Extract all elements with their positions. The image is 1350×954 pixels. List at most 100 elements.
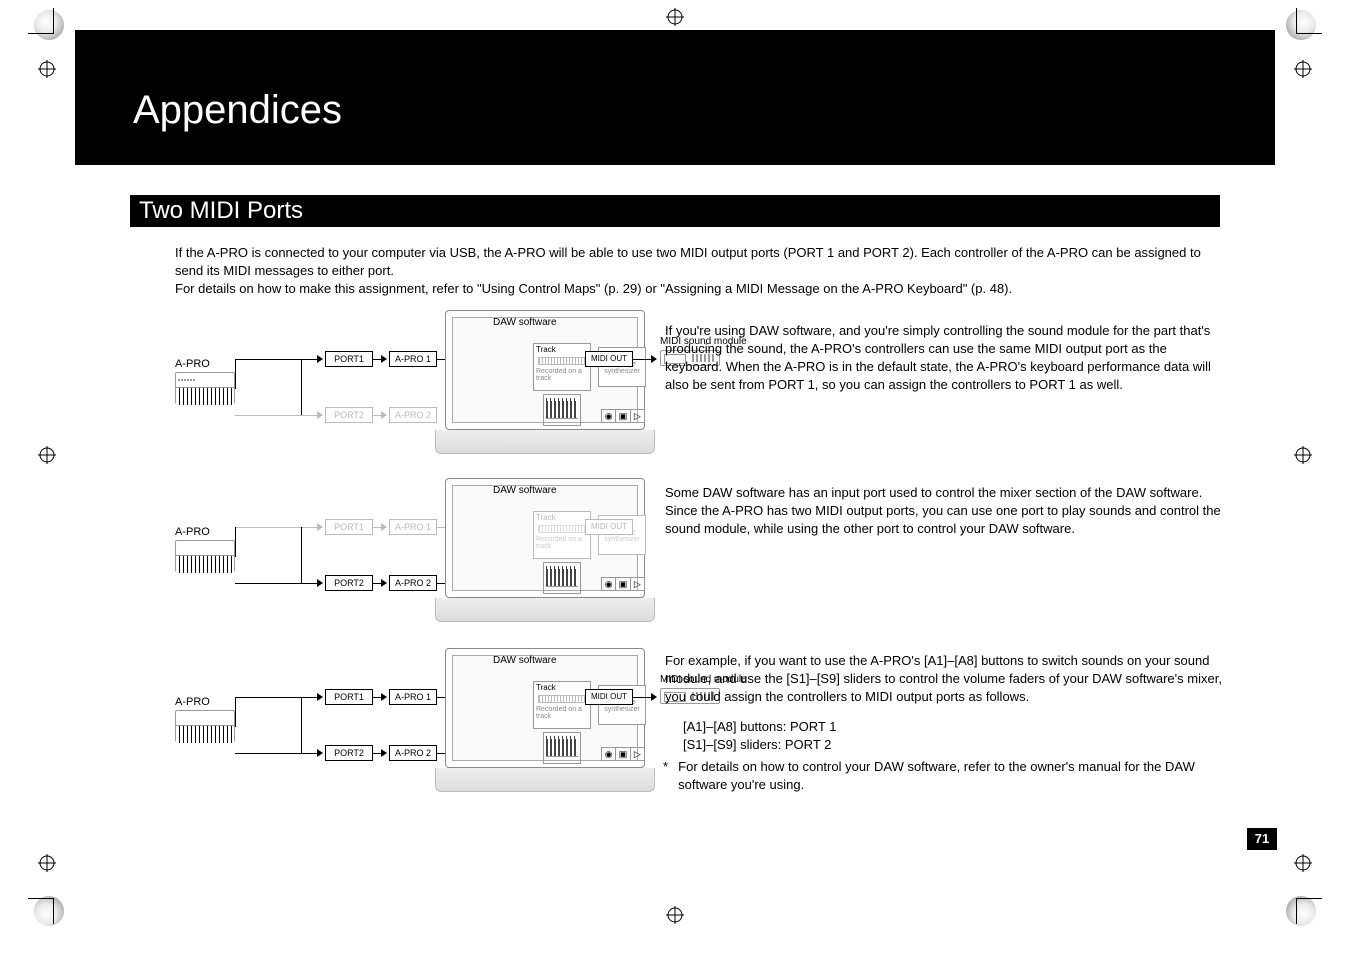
keyboard-icon — [175, 540, 235, 572]
explanation-2: Some DAW software has an input port used… — [665, 484, 1225, 538]
arrow-icon — [381, 693, 387, 701]
explanation-1: If you're using DAW software, and you're… — [665, 322, 1225, 394]
apro1-box: A-PRO 1 — [389, 519, 437, 535]
midi-out-box: MIDI OUT — [585, 519, 633, 535]
arrow-icon — [381, 411, 387, 419]
connector — [235, 753, 317, 754]
port2-box: PORT2 — [325, 575, 373, 591]
footnote-text: * For details on how to control your DAW… — [663, 758, 1223, 794]
midi-out-box: MIDI OUT — [585, 689, 633, 705]
apro2-box: A-PRO 2 — [389, 575, 437, 591]
connector — [301, 697, 302, 753]
diagram-2: A-PRO PORT1 PORT2 A-PRO 1 A-PRO 2 DAW so… — [175, 478, 645, 628]
port2-box: PORT2 — [325, 407, 373, 423]
apro2-box: A-PRO 2 — [389, 407, 437, 423]
arrow-icon — [317, 355, 323, 363]
arrow-icon — [317, 411, 323, 419]
arrow-icon — [651, 693, 657, 701]
port1-box: PORT1 — [325, 689, 373, 705]
daw-label: DAW software — [493, 317, 557, 328]
connector — [235, 697, 236, 727]
stop-icon: ▣ — [616, 578, 630, 590]
track-label: Track — [534, 682, 590, 693]
explanation-3a: For example, if you want to use the A-PR… — [665, 652, 1225, 706]
registration-mark-br — [1294, 854, 1312, 872]
crop-mark-bl — [28, 898, 54, 924]
diagram-3: A-PRO PORT1 PORT2 A-PRO 1 A-PRO 2 DAW so… — [175, 648, 645, 798]
arrow-icon — [381, 523, 387, 531]
port1-box: PORT1 — [325, 519, 373, 535]
connector — [235, 527, 236, 557]
keyboard-label: A-PRO — [175, 358, 210, 370]
rec-icon: ◉ — [602, 410, 616, 422]
assignment-1: [A1]–[A8] buttons: PORT 1 — [683, 718, 1243, 736]
page-number: 71 — [1247, 828, 1277, 850]
connector — [235, 359, 236, 389]
recorded-label: Recorded on a track — [534, 535, 590, 551]
arrow-icon — [317, 693, 323, 701]
connector — [235, 415, 317, 416]
daw-track-box: Track Recorded on a track — [533, 511, 591, 559]
arrow-icon — [317, 523, 323, 531]
port-assignment-list: [A1]–[A8] buttons: PORT 1 [S1]–[S9] slid… — [683, 718, 1243, 754]
arrow-icon — [651, 355, 657, 363]
connector — [235, 583, 317, 584]
arrow-icon — [317, 749, 323, 757]
port1-box: PORT1 — [325, 351, 373, 367]
apro2-box: A-PRO 2 — [389, 745, 437, 761]
assignment-2: [S1]–[S9] sliders: PORT 2 — [683, 736, 1243, 754]
laptop-icon: DAW software Track Recorded on a track T… — [445, 310, 645, 460]
registration-mark-bl — [38, 854, 56, 872]
keyboard-icon — [175, 372, 235, 404]
keyboard-icon — [175, 710, 235, 742]
intro-p2: For details on how to make this assignme… — [175, 280, 1225, 298]
midi-out-box: MIDI OUT — [585, 351, 633, 367]
registration-mark-tr — [1294, 60, 1312, 78]
registration-mark-left — [38, 446, 56, 464]
transport-icon: ◉ ▣ ▷ — [601, 747, 645, 761]
arrow-icon — [317, 579, 323, 587]
arrow-icon — [381, 355, 387, 363]
track-label: Track — [534, 344, 590, 355]
play-icon: ▷ — [631, 410, 644, 422]
keyboard-label: A-PRO — [175, 526, 210, 538]
daw-track-box: Track Recorded on a track — [533, 343, 591, 391]
diagram-1: A-PRO PORT1 PORT2 A-PRO 1 A-PRO 2 DAW so… — [175, 310, 645, 460]
recorded-label: Recorded on a track — [534, 705, 590, 721]
daw-label: DAW software — [493, 655, 557, 666]
crop-mark-tr — [1296, 8, 1322, 34]
connector — [301, 359, 302, 415]
play-icon: ▷ — [631, 578, 644, 590]
crop-mark-tl — [28, 8, 54, 34]
mixer-icon — [543, 732, 581, 764]
laptop-icon: DAW software Track Recorded on a track T… — [445, 648, 645, 798]
connector — [633, 697, 653, 698]
page-content: Appendices Two MIDI Ports If the A-PRO i… — [75, 0, 1275, 954]
arrow-icon — [381, 749, 387, 757]
apro1-box: A-PRO 1 — [389, 351, 437, 367]
registration-mark-tl — [38, 60, 56, 78]
rec-icon: ◉ — [602, 748, 616, 760]
apro1-box: A-PRO 1 — [389, 689, 437, 705]
recorded-label: Recorded on a track — [534, 367, 590, 383]
connector — [235, 359, 317, 360]
section-title: Two MIDI Ports — [139, 197, 303, 225]
connector — [301, 527, 302, 583]
stop-icon: ▣ — [616, 748, 630, 760]
footnote-asterisk: * — [663, 758, 678, 794]
mixer-icon — [543, 394, 581, 426]
transport-icon: ◉ ▣ ▷ — [601, 409, 645, 423]
play-icon: ▷ — [631, 748, 644, 760]
port2-box: PORT2 — [325, 745, 373, 761]
footnote-body: For details on how to control your DAW s… — [678, 758, 1223, 794]
intro-text: If the A-PRO is connected to your comput… — [175, 244, 1225, 298]
stop-icon: ▣ — [616, 410, 630, 422]
arrow-icon — [381, 579, 387, 587]
connector — [235, 527, 317, 528]
daw-track-box: Track Recorded on a track — [533, 681, 591, 729]
track-label: Track — [534, 512, 590, 523]
connector — [235, 697, 317, 698]
intro-p1: If the A-PRO is connected to your comput… — [175, 244, 1225, 280]
laptop-icon: DAW software Track Recorded on a track T… — [445, 478, 645, 628]
keyboard-label: A-PRO — [175, 696, 210, 708]
